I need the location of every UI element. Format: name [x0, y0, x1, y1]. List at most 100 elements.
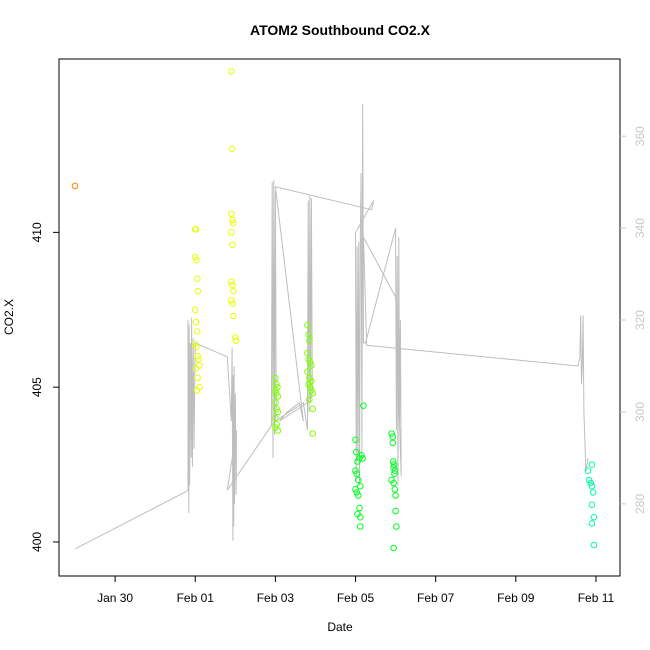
data-point — [274, 393, 282, 400]
data-point — [193, 343, 200, 351]
data-point — [228, 145, 236, 153]
data-point — [390, 544, 397, 552]
data-point — [229, 300, 236, 307]
y-axis-right: 280 300 320 340 360 — [620, 126, 647, 514]
x-tick-label: Feb 07 — [417, 591, 455, 605]
data-point — [357, 513, 364, 521]
data-point — [352, 436, 359, 444]
y-axis-left: 400 405 410 — [30, 222, 59, 552]
x-axis-label: Date — [327, 620, 353, 634]
plot-frame — [58, 58, 621, 577]
data-point — [230, 219, 237, 227]
data-point — [272, 390, 280, 397]
data-point — [228, 68, 235, 75]
data-point — [192, 226, 200, 233]
data-point — [191, 306, 199, 314]
data-point — [309, 430, 317, 437]
data-point — [584, 467, 592, 475]
data-point — [358, 452, 365, 459]
data-point — [274, 427, 282, 434]
data-point — [230, 312, 237, 320]
data-point — [352, 467, 359, 475]
data-point — [587, 479, 595, 487]
data-point — [191, 253, 199, 261]
data-point — [229, 241, 236, 248]
data-point — [306, 359, 314, 366]
data-point — [306, 383, 314, 391]
co2-line — [74, 103, 589, 550]
line-series — [74, 103, 589, 550]
data-point — [272, 380, 280, 388]
data-point — [191, 340, 199, 348]
data-point — [228, 229, 235, 236]
data-point — [194, 374, 201, 382]
x-tick-label: Feb 03 — [257, 591, 295, 605]
data-point — [305, 331, 312, 338]
x-tick-label: Jan 30 — [97, 591, 133, 605]
data-point — [389, 458, 397, 465]
data-point — [192, 365, 200, 372]
data-point — [304, 321, 311, 329]
data-point — [194, 352, 201, 360]
data-point — [309, 390, 317, 397]
y-tick-label: 405 — [30, 377, 44, 397]
data-point — [273, 421, 280, 428]
data-point — [193, 387, 201, 394]
y-axis-label: CO2.X — [2, 299, 16, 335]
x-tick-label: Feb 05 — [337, 591, 375, 605]
data-point — [355, 492, 362, 499]
y-tick-label: 400 — [30, 532, 44, 552]
data-point — [392, 492, 399, 499]
y2-tick-label: 340 — [633, 218, 647, 238]
data-point — [360, 402, 367, 410]
data-point — [274, 408, 282, 416]
data-point — [389, 433, 397, 441]
data-point — [355, 476, 362, 484]
x-tick-label: Feb 11 — [578, 591, 615, 605]
data-point — [585, 476, 593, 484]
chart-title: ATOM2 Southbound CO2.X — [250, 22, 431, 38]
data-point — [232, 337, 240, 345]
data-point — [590, 541, 598, 549]
data-point — [588, 482, 596, 490]
data-point — [230, 287, 237, 295]
data-point — [192, 318, 200, 326]
data-point — [352, 486, 359, 493]
data-point — [308, 362, 315, 369]
data-point — [228, 297, 235, 304]
data-point — [588, 501, 596, 509]
x-tick-label: Feb 09 — [497, 591, 535, 605]
data-point — [391, 470, 398, 478]
data-point — [272, 374, 279, 382]
data-point — [229, 216, 236, 224]
data-point — [391, 486, 399, 493]
data-point — [353, 448, 360, 456]
data-point — [357, 482, 364, 490]
data-point — [309, 405, 317, 413]
data-point — [195, 356, 202, 363]
data-point — [304, 368, 311, 376]
data-point — [194, 287, 202, 295]
data-point — [357, 523, 364, 530]
data-point — [392, 507, 399, 515]
data-point — [393, 523, 400, 530]
data-point — [590, 513, 598, 521]
data-point — [389, 439, 397, 447]
data-point — [359, 455, 367, 462]
data-point — [388, 430, 395, 437]
data-point — [588, 461, 596, 468]
x-axis: Jan 30 Feb 01 Feb 03 Feb 05 Feb 07 Feb 09 Feb … — [97, 576, 615, 605]
data-point — [588, 520, 596, 527]
data-point — [391, 467, 399, 475]
data-point — [232, 334, 239, 341]
data-point — [228, 210, 235, 218]
data-point — [193, 275, 201, 283]
data-point — [306, 396, 313, 403]
data-point — [272, 399, 279, 406]
data-point — [193, 256, 200, 264]
y2-tick-label: 320 — [633, 310, 647, 330]
scatter-series — [71, 68, 598, 552]
data-point — [390, 479, 397, 487]
